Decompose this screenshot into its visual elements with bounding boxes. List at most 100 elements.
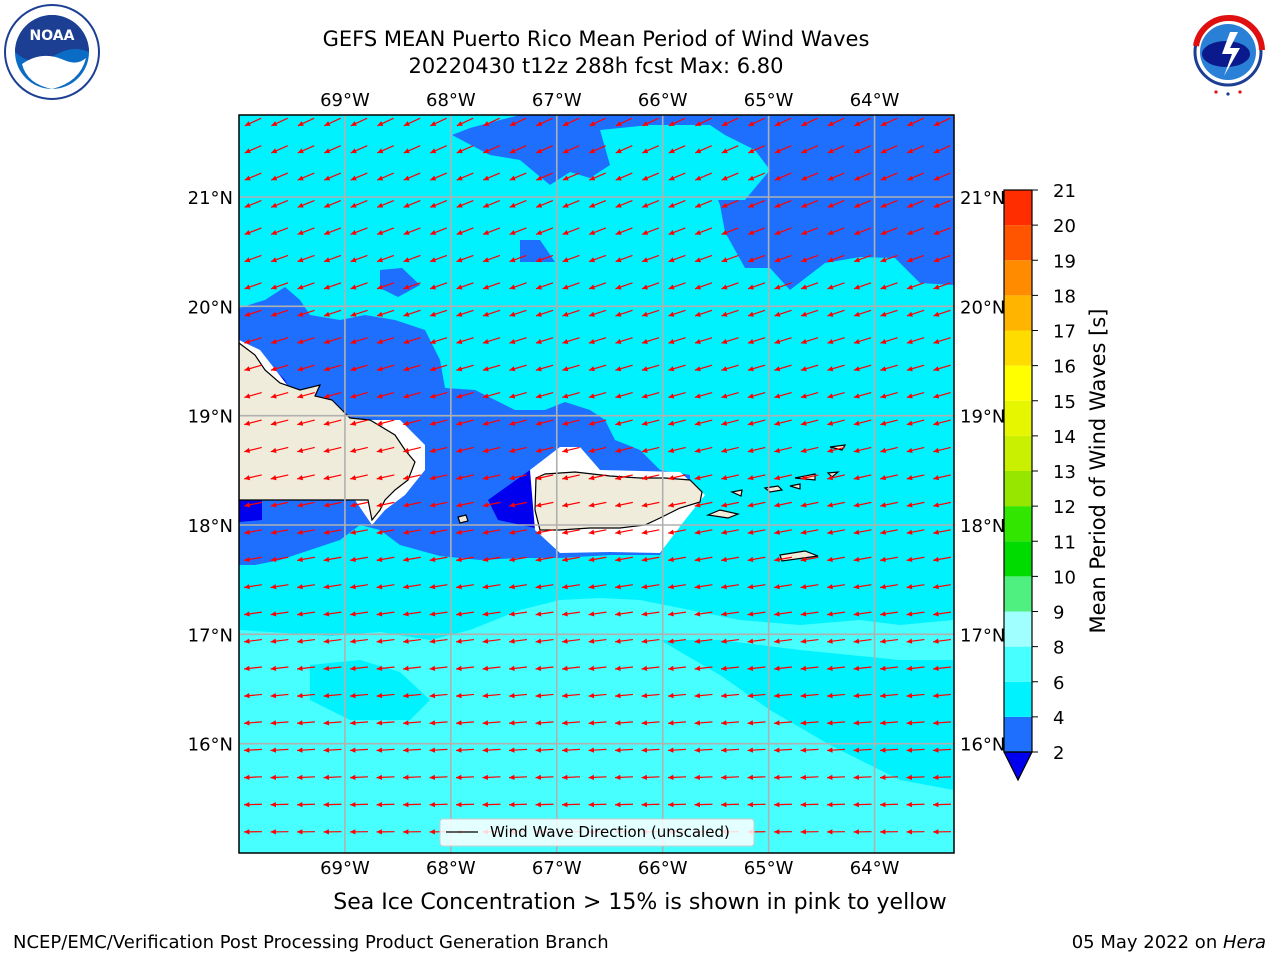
wind-arrow	[588, 199, 607, 208]
arrow-head	[562, 393, 569, 399]
arrow-head	[721, 529, 727, 535]
arrow-head	[297, 693, 303, 699]
wind-arrow	[429, 282, 448, 290]
wind-arrow	[403, 501, 421, 508]
arrow-head	[615, 338, 622, 344]
wind-arrow	[244, 419, 262, 426]
wind-arrow	[615, 199, 633, 208]
wind-arrow	[509, 611, 527, 617]
arrow-head	[482, 556, 489, 562]
map-frame	[238, 114, 955, 854]
arrow-head	[853, 747, 860, 753]
arrow-head	[403, 338, 410, 344]
wind-arrow	[800, 392, 819, 399]
arrow-head	[774, 447, 781, 453]
arrow-head	[721, 502, 728, 508]
arrow-head	[297, 202, 304, 208]
arrow-head	[323, 338, 330, 344]
arrow-head	[350, 475, 357, 481]
arrow-head	[774, 801, 780, 808]
wind-arrow	[800, 172, 819, 181]
arrow-head	[933, 366, 940, 372]
arrow-head	[244, 774, 250, 780]
footer-branch: NCEP/EMC/Verification Post Processing Pr…	[13, 932, 609, 953]
wind-wave-direction-arrows	[243, 117, 952, 835]
wind-arrow	[403, 337, 421, 344]
wind-arrow	[907, 145, 924, 154]
arrow-head	[933, 720, 939, 726]
wind-arrow	[694, 282, 713, 290]
arrow-head	[509, 665, 515, 671]
wind-arrow	[270, 747, 289, 753]
arrow-head	[270, 611, 277, 617]
arrow-head	[933, 774, 939, 780]
arrow-head	[429, 420, 436, 426]
wind-arrow	[429, 556, 448, 562]
arrow-head	[668, 420, 675, 426]
arrow-head	[376, 556, 383, 562]
wind-arrow	[668, 419, 686, 426]
wind-arrow	[774, 364, 792, 372]
arrow-head	[588, 311, 595, 317]
wind-arrow	[615, 446, 633, 453]
arrow-head	[429, 366, 436, 372]
arrow-head	[403, 638, 409, 644]
wind-arrow	[296, 829, 316, 835]
arrow-head	[800, 556, 807, 562]
wind-arrow	[508, 774, 528, 780]
arrow-head	[535, 747, 542, 753]
arrow-head	[271, 175, 278, 181]
arrow-head	[694, 311, 701, 317]
wind-arrow	[296, 638, 316, 644]
arrow-head	[933, 611, 939, 617]
arrow-head	[748, 230, 755, 235]
arrow-head	[615, 774, 621, 780]
arrow-head	[800, 720, 807, 726]
wind-arrow	[243, 665, 263, 671]
colorbar-segment	[1004, 400, 1032, 436]
wind-arrow	[376, 529, 395, 535]
arrow-head	[906, 475, 913, 481]
arrow-head	[721, 420, 728, 426]
arrow-head	[403, 801, 409, 808]
wind-arrow	[827, 474, 845, 481]
arrow-head	[376, 611, 383, 617]
wind-arrow	[906, 638, 925, 644]
wind-arrow	[800, 556, 819, 562]
wind-arrow	[456, 392, 474, 399]
wind-arrow	[482, 337, 501, 344]
arrow-head	[562, 230, 569, 235]
wind-arrow	[615, 309, 633, 317]
arrow-head	[509, 693, 515, 699]
wind-arrow	[747, 392, 766, 399]
arrow-head	[880, 447, 887, 453]
wind-arrow	[879, 638, 899, 644]
wind-arrow	[562, 446, 580, 453]
arrow-head	[721, 556, 727, 562]
arrow-head	[429, 665, 436, 671]
arrow-head	[827, 121, 834, 126]
wind-arrow	[588, 611, 607, 617]
arrow-head	[376, 638, 383, 644]
wind-arrow	[932, 693, 952, 699]
arrow-head	[694, 502, 701, 508]
arrow-head	[641, 366, 648, 372]
noaa-logo: NOAA	[4, 4, 100, 100]
wind-arrow	[827, 584, 845, 590]
wind-arrow	[800, 364, 819, 372]
arrow-head	[800, 774, 807, 780]
wind-arrow	[747, 529, 766, 535]
arrow-head	[906, 529, 913, 535]
arrow-head	[403, 665, 409, 671]
arrow-head	[323, 665, 330, 671]
arrow-head	[270, 556, 277, 562]
footer-date: 05 May 2022 on Hera	[1072, 932, 1266, 953]
arrow-head	[350, 693, 356, 699]
wind-arrow	[879, 720, 899, 726]
arrow-head	[668, 584, 674, 590]
wind-arrow	[853, 774, 872, 780]
wind-arrow	[535, 199, 554, 208]
arrow-head	[244, 801, 250, 808]
arrow-head	[694, 638, 701, 644]
wind-arrow	[879, 801, 899, 808]
